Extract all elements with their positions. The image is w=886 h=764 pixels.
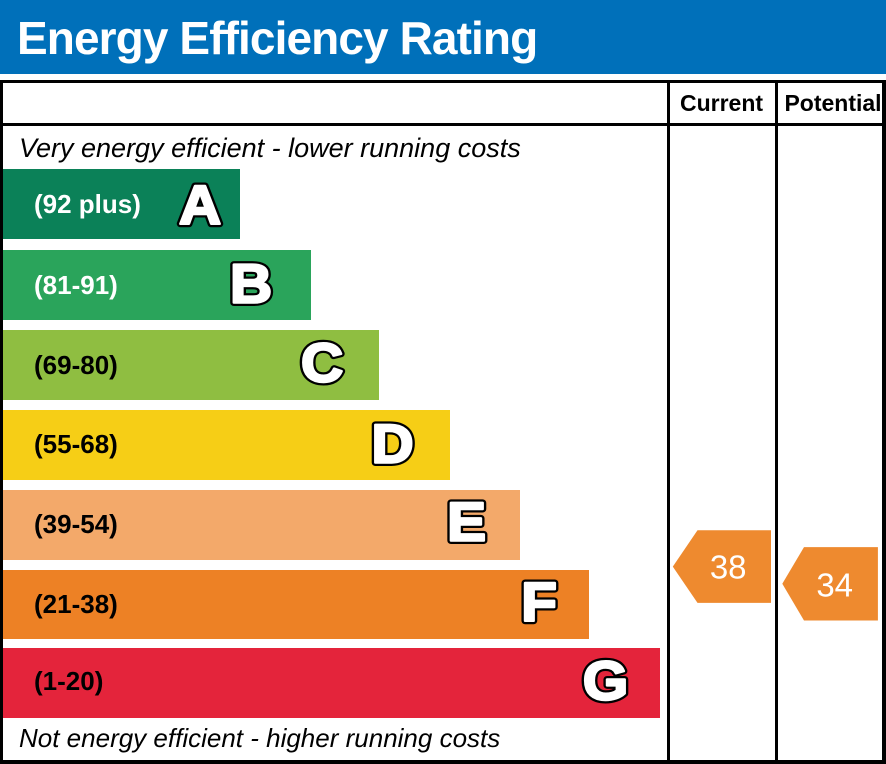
svg-text:D: D [371,414,413,475]
svg-text:E: E [447,492,486,553]
svg-text:F: F [521,572,557,633]
svg-text:E: E [447,492,486,553]
svg-text:D: D [371,414,413,475]
svg-text:B: B [230,254,272,315]
svg-text:G: G [583,651,628,712]
svg-text:C: C [301,333,343,394]
svg-text:B: B [230,254,272,315]
svg-text:A: A [179,175,221,236]
svg-text:G: G [583,651,628,712]
svg-text:38: 38 [710,549,747,586]
svg-text:34: 34 [816,567,853,604]
svg-text:F: F [521,572,557,633]
svg-text:C: C [301,333,343,394]
svg-text:A: A [179,175,221,236]
